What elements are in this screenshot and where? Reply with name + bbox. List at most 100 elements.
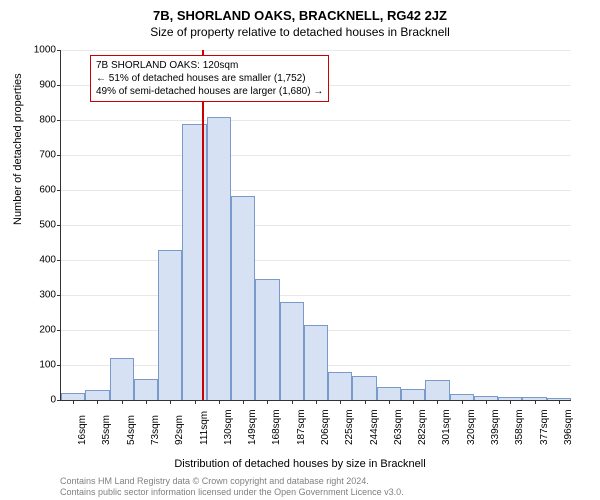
xtick-label: 168sqm: [271, 409, 282, 445]
plot-region: 0100200300400500600700800900100016sqm35s…: [60, 50, 571, 401]
xtick-label: 320sqm: [466, 409, 477, 445]
chart-title: 7B, SHORLAND OAKS, BRACKNELL, RG42 2JZ: [0, 0, 600, 23]
histogram-bar: [304, 325, 328, 400]
gridline: [61, 50, 571, 51]
xtick-label: 339sqm: [490, 409, 501, 445]
annotation-box: 7B SHORLAND OAKS: 120sqm ← 51% of detach…: [90, 55, 329, 102]
xtick-mark: [510, 400, 511, 404]
xtick-label: 377sqm: [539, 409, 550, 445]
histogram-bar: [328, 372, 352, 400]
histogram-bar: [401, 389, 425, 400]
ytick-mark: [57, 225, 61, 226]
xtick-mark: [195, 400, 196, 404]
xtick-label: 187sqm: [296, 409, 307, 445]
ytick-label: 1000: [16, 45, 56, 56]
histogram-bar: [425, 380, 449, 400]
ytick-mark: [57, 260, 61, 261]
xtick-label: 282sqm: [417, 409, 428, 445]
xtick-mark: [535, 400, 536, 404]
xtick-label: 396sqm: [563, 409, 574, 445]
annotation-line2: ← 51% of detached houses are smaller (1,…: [96, 72, 323, 85]
xtick-mark: [122, 400, 123, 404]
xtick-label: 92sqm: [174, 415, 185, 445]
ytick-label: 600: [16, 185, 56, 196]
xtick-mark: [316, 400, 317, 404]
xtick-label: 206sqm: [320, 409, 331, 445]
gridline: [61, 225, 571, 226]
xtick-label: 263sqm: [393, 409, 404, 445]
xtick-mark: [462, 400, 463, 404]
histogram-bar: [231, 196, 255, 400]
histogram-bar: [158, 250, 182, 401]
histogram-bar: [280, 302, 304, 400]
xtick-mark: [97, 400, 98, 404]
xtick-label: 16sqm: [77, 415, 88, 445]
footer-text: Contains HM Land Registry data © Crown c…: [60, 476, 404, 498]
histogram-bar: [110, 358, 134, 400]
chart-subtitle: Size of property relative to detached ho…: [0, 23, 600, 39]
gridline: [61, 190, 571, 191]
xtick-mark: [219, 400, 220, 404]
ytick-mark: [57, 85, 61, 86]
histogram-bar: [255, 279, 279, 400]
xtick-label: 54sqm: [126, 415, 137, 445]
chart-area: 0100200300400500600700800900100016sqm35s…: [60, 50, 570, 400]
ytick-label: 700: [16, 150, 56, 161]
footer-line2: Contains public sector information licen…: [60, 487, 404, 498]
ytick-label: 800: [16, 115, 56, 126]
ytick-label: 500: [16, 220, 56, 231]
ytick-mark: [57, 155, 61, 156]
ytick-mark: [57, 50, 61, 51]
histogram-bar: [61, 393, 85, 400]
reference-line: [202, 50, 204, 400]
annotation-line3: 49% of semi-detached houses are larger (…: [96, 85, 323, 98]
ytick-mark: [57, 190, 61, 191]
ytick-label: 0: [16, 395, 56, 406]
xtick-mark: [365, 400, 366, 404]
xtick-label: 35sqm: [101, 415, 112, 445]
xtick-mark: [437, 400, 438, 404]
ytick-mark: [57, 120, 61, 121]
ytick-label: 200: [16, 325, 56, 336]
histogram-bar: [207, 117, 231, 401]
xtick-mark: [486, 400, 487, 404]
histogram-bar: [134, 379, 158, 400]
xtick-mark: [340, 400, 341, 404]
xtick-mark: [292, 400, 293, 404]
xtick-mark: [559, 400, 560, 404]
ytick-mark: [57, 295, 61, 296]
xtick-label: 149sqm: [247, 409, 258, 445]
xtick-label: 244sqm: [369, 409, 380, 445]
x-axis-label: Distribution of detached houses by size …: [0, 458, 600, 470]
histogram-bar: [85, 390, 109, 401]
xtick-label: 301sqm: [441, 409, 452, 445]
ytick-mark: [57, 365, 61, 366]
ytick-label: 100: [16, 360, 56, 371]
chart-container: 7B, SHORLAND OAKS, BRACKNELL, RG42 2JZ S…: [0, 0, 600, 500]
histogram-bar: [377, 387, 401, 400]
ytick-mark: [57, 330, 61, 331]
annotation-line1: 7B SHORLAND OAKS: 120sqm: [96, 59, 323, 72]
xtick-mark: [243, 400, 244, 404]
xtick-label: 111sqm: [199, 411, 210, 445]
gridline: [61, 295, 571, 296]
ytick-label: 300: [16, 290, 56, 301]
xtick-label: 358sqm: [514, 409, 525, 445]
xtick-mark: [73, 400, 74, 404]
footer-line1: Contains HM Land Registry data © Crown c…: [60, 476, 404, 487]
xtick-mark: [389, 400, 390, 404]
xtick-label: 130sqm: [223, 409, 234, 445]
xtick-mark: [267, 400, 268, 404]
xtick-mark: [146, 400, 147, 404]
ytick-label: 400: [16, 255, 56, 266]
ytick-label: 900: [16, 80, 56, 91]
xtick-mark: [413, 400, 414, 404]
gridline: [61, 155, 571, 156]
gridline: [61, 260, 571, 261]
xtick-label: 225sqm: [344, 409, 355, 445]
ytick-mark: [57, 400, 61, 401]
gridline: [61, 120, 571, 121]
histogram-bar: [352, 376, 376, 401]
xtick-label: 73sqm: [150, 415, 161, 445]
xtick-mark: [170, 400, 171, 404]
